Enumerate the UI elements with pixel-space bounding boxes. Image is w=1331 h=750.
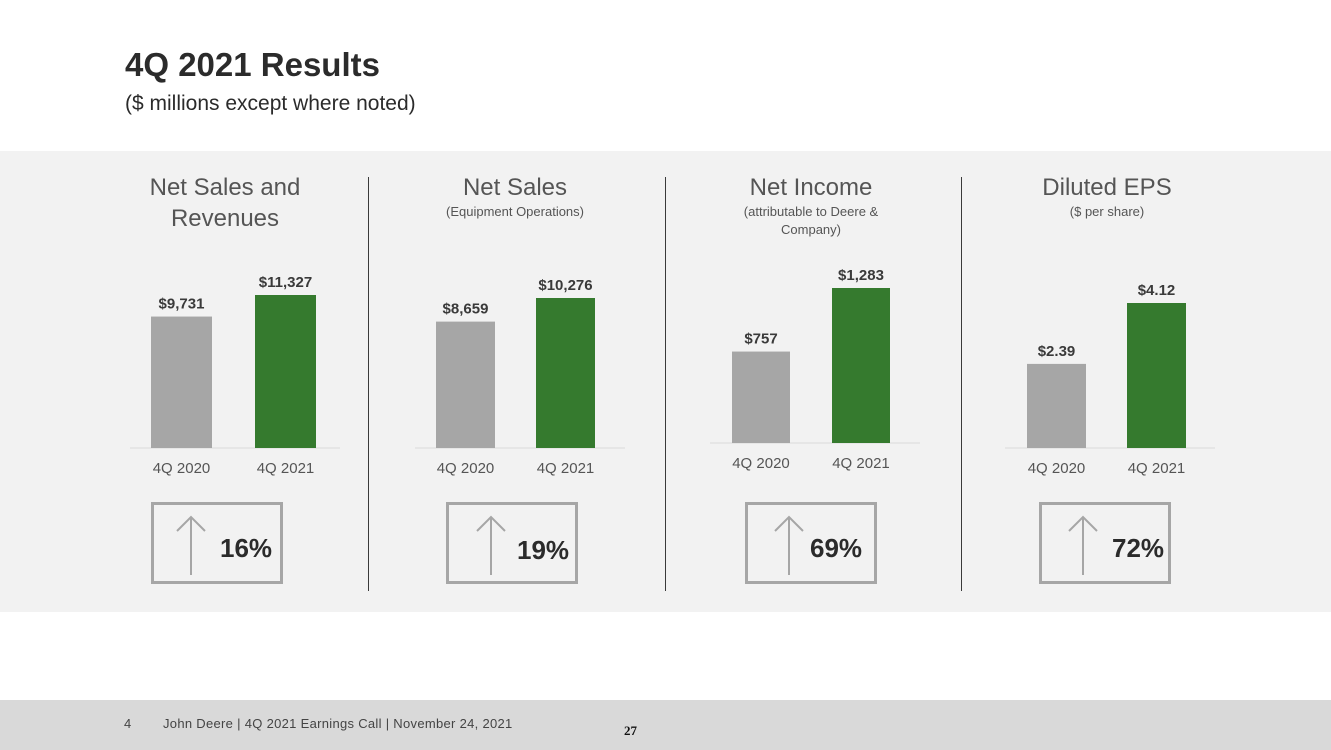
- change-value: 16%: [220, 533, 273, 563]
- bar-4q-2021: [1127, 303, 1186, 448]
- up-arrow-icon: [774, 515, 804, 575]
- chart-title: Net Sales: [462, 174, 568, 201]
- divider: [368, 177, 369, 591]
- net-income-chart: $757 4Q 2020 $1,283 4Q 2021: [710, 267, 920, 472]
- change-box: 72%: [1039, 502, 1171, 584]
- bar-4q-2020: [436, 321, 495, 448]
- data-label: $2.39: [1038, 343, 1076, 360]
- data-label: $4.12: [1138, 282, 1176, 299]
- bar-4q-2021: [832, 288, 890, 443]
- footer-bar: [0, 700, 1331, 750]
- bar-4q-2021: [536, 298, 595, 448]
- chart-title: Diluted EPS: [1042, 174, 1172, 201]
- change-box: 19%: [446, 502, 578, 584]
- tick-label: 4Q 2021: [257, 460, 315, 477]
- up-arrow-icon: [176, 515, 206, 575]
- tick-label: 4Q 2020: [1028, 460, 1086, 477]
- change-value: 72%: [1112, 533, 1165, 563]
- bar-4q-2020: [1027, 363, 1086, 448]
- chart-subtitle: (Equipment Operations): [445, 204, 584, 219]
- footer-page-number: 27: [624, 723, 637, 738]
- tick-label: 4Q 2021: [537, 460, 595, 477]
- chart-title: Net Income: [749, 174, 873, 201]
- data-label: $8,659: [443, 301, 489, 318]
- net-sales-equipment-chart: $8,659 4Q 2020 $10,276 4Q 2021: [415, 277, 625, 477]
- change-value: 69%: [810, 533, 863, 563]
- tick-label: 4Q 2020: [153, 460, 211, 477]
- chart-subtitle: ($ per share): [1069, 204, 1145, 219]
- change-value: 19%: [517, 535, 570, 565]
- tick-label: 4Q 2020: [437, 460, 495, 477]
- bar-4q-2021: [255, 295, 316, 448]
- data-label: $1,283: [838, 267, 884, 284]
- chart-subtitle: (attributable to Deere & Company): [743, 204, 879, 237]
- data-label: $10,276: [538, 277, 592, 294]
- divider: [665, 177, 666, 591]
- change-box: 16%: [151, 502, 283, 584]
- data-label: $9,731: [159, 296, 205, 313]
- tick-label: 4Q 2020: [732, 455, 790, 472]
- divider: [961, 177, 962, 591]
- up-arrow-icon: [476, 515, 506, 575]
- net-sales-revenues-chart: $9,731 4Q 2020 $11,327 4Q 2021: [130, 274, 340, 477]
- data-label: $11,327: [259, 274, 312, 291]
- footer-text: John Deere | 4Q 2021 Earnings Call | Nov…: [163, 716, 513, 731]
- change-box: 69%: [745, 502, 877, 584]
- up-arrow-icon: [1068, 515, 1098, 575]
- tick-label: 4Q 2021: [1128, 460, 1186, 477]
- chart-title: Net Sales and Revenues: [149, 174, 301, 232]
- tick-label: 4Q 2021: [832, 455, 890, 472]
- bar-4q-2020: [732, 351, 790, 443]
- page-subtitle: ($ millions except where noted): [125, 92, 416, 115]
- diluted-eps-chart: $2.39 4Q 2020 $4.12 4Q 2021: [1005, 282, 1215, 477]
- bar-4q-2020: [151, 316, 212, 448]
- page-title: 4Q 2021 Results: [125, 46, 380, 83]
- footer-slide-number: 4: [124, 716, 132, 731]
- data-label: $757: [744, 331, 777, 348]
